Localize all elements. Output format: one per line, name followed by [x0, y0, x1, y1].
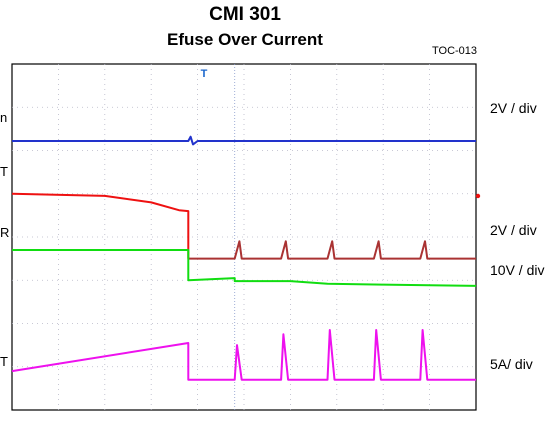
plot-frame	[11, 63, 477, 411]
chart-title: CMI 301	[209, 4, 281, 25]
trace-3	[188, 240, 476, 260]
figure-code: TOC-013	[432, 45, 478, 57]
chart-subtitle: Efuse Over Current	[167, 30, 323, 49]
channel-label-2: T	[0, 164, 8, 179]
trace-2	[11, 192, 190, 259]
scale-label-1: 2V / div	[490, 100, 537, 116]
channel-label-1: n	[0, 110, 8, 125]
trigger-marker: T	[201, 68, 208, 80]
scale-label-4: 5A/ div	[490, 356, 533, 372]
trace-1	[12, 135, 476, 146]
traces	[11, 135, 477, 381]
trace-5	[11, 329, 476, 381]
scale-label-2: 2V / div	[490, 222, 537, 238]
channel-label-3: R	[0, 225, 10, 240]
grid	[12, 64, 476, 410]
scale-label-3: 10V / div	[490, 262, 545, 278]
channel-label-4: T	[0, 354, 8, 369]
level-marker	[475, 193, 481, 199]
trace-4	[12, 249, 477, 287]
